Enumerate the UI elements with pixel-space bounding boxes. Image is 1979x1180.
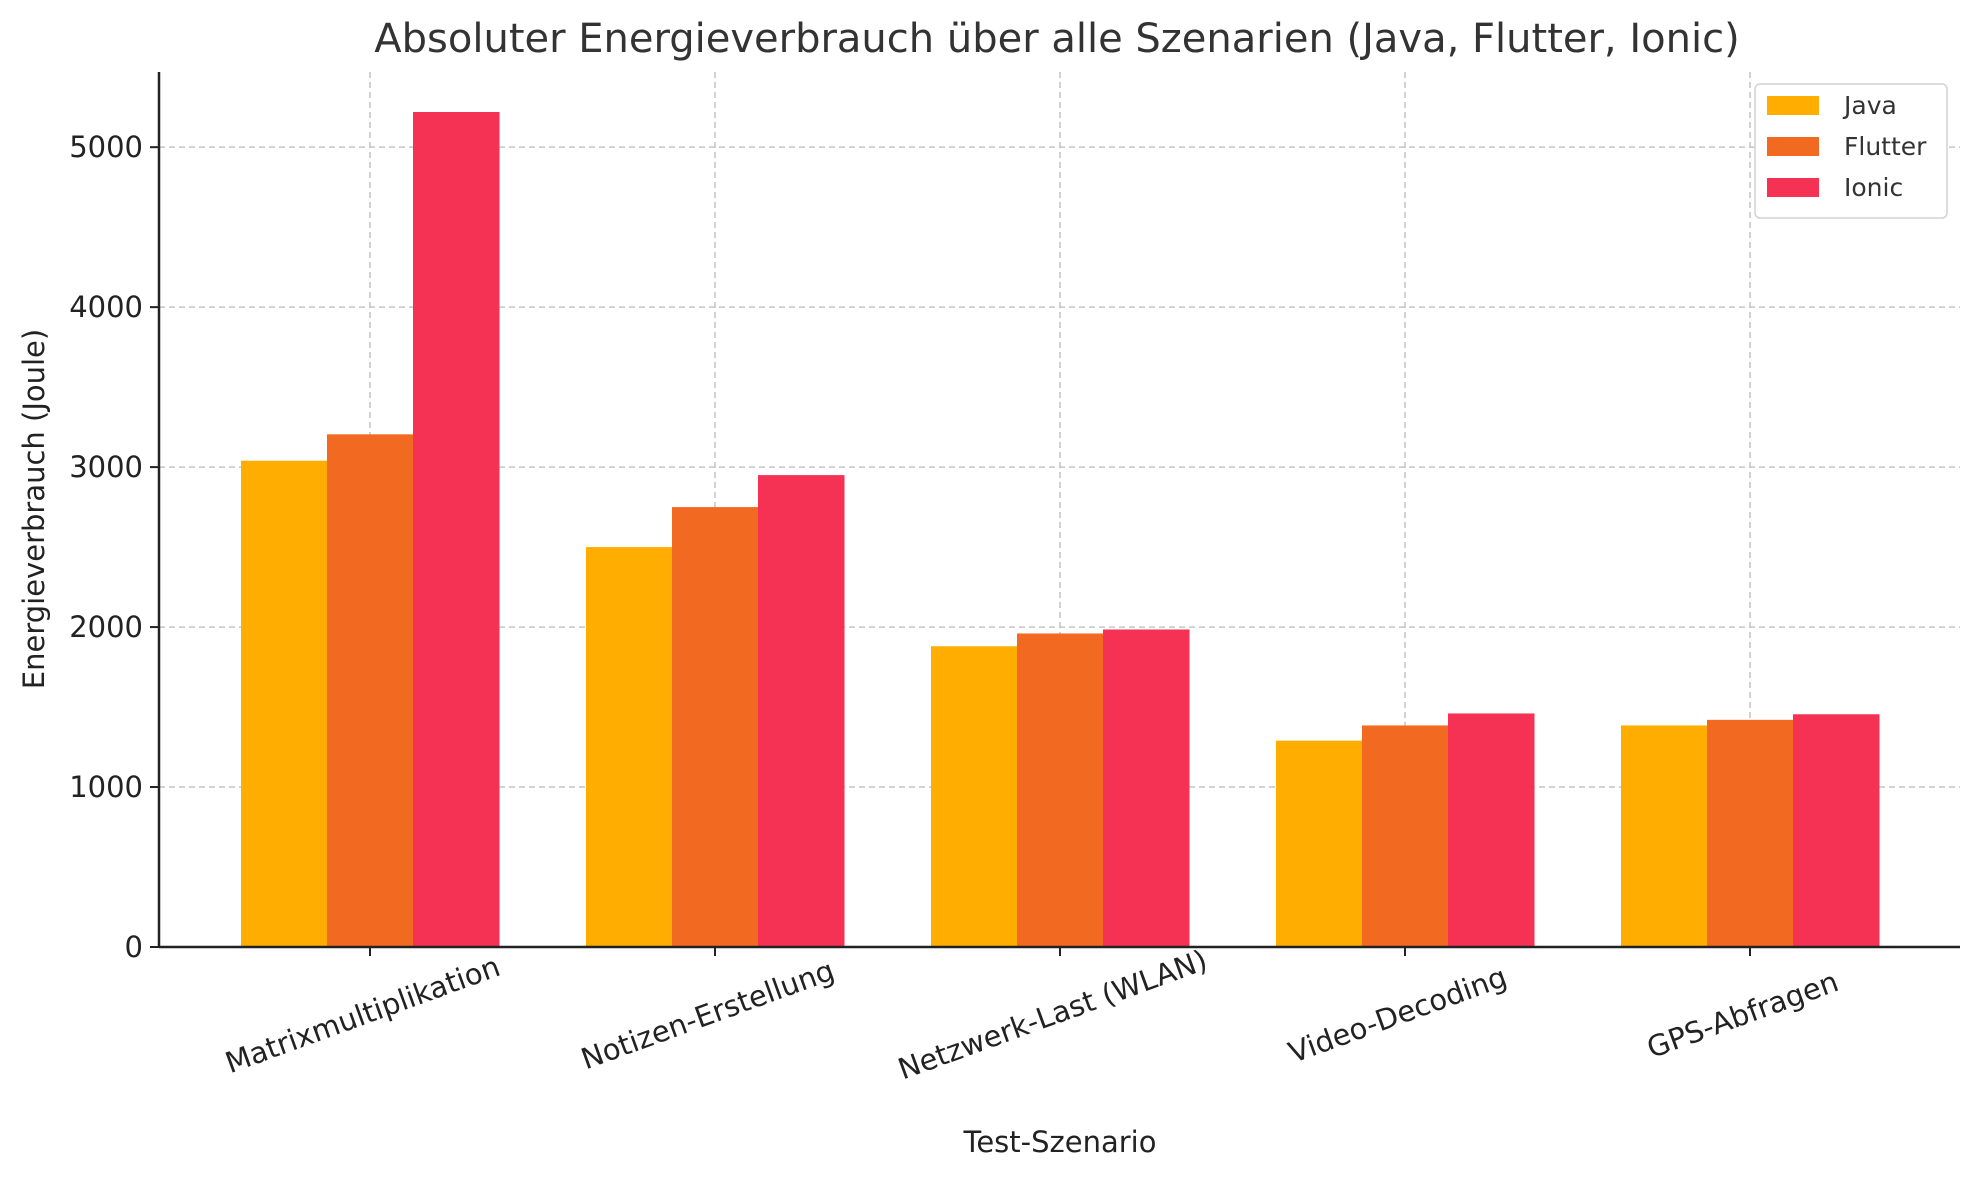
bar-flutter-video-decoding <box>1362 725 1449 947</box>
bars <box>241 111 1880 948</box>
x-tick-label: GPS-Abfragen <box>1642 964 1842 1065</box>
y-axis-ticks: 0 1000 2000 3000 4000 5000 <box>69 130 159 964</box>
x-tick-label: Netzwerk-Last (WLAN) <box>894 943 1212 1087</box>
bar-ionic-netzwerk-last-wlan <box>1103 629 1190 947</box>
legend-label-flutter: Flutter <box>1844 132 1927 161</box>
bar-ionic-gps-abfragen <box>1793 714 1880 947</box>
y-tick-label: 3000 <box>69 450 143 484</box>
bar-flutter-netzwerk-last-wlan <box>1017 633 1104 947</box>
legend-swatch-flutter <box>1767 137 1819 156</box>
legend-swatch-ionic <box>1767 178 1819 197</box>
y-tick-label: 5000 <box>69 130 143 164</box>
legend: Java Flutter Ionic <box>1754 83 1948 219</box>
x-tick-label: Notizen-Erstellung <box>576 953 838 1076</box>
bar-java-video-decoding <box>1276 740 1363 947</box>
x-tick-label: Matrixmultiplikation <box>221 949 505 1080</box>
bar-flutter-gps-abfragen <box>1707 719 1794 947</box>
bar-java-matrixmultiplikation <box>241 460 328 947</box>
bar-flutter-notizen-erstellung <box>672 507 759 947</box>
bar-java-gps-abfragen <box>1621 725 1708 947</box>
y-tick-label: 2000 <box>69 610 143 644</box>
x-axis-ticks: Matrixmultiplikation Notizen-Erstellung Ne… <box>221 943 1843 1087</box>
x-tick-label: Video-Decoding <box>1284 959 1511 1069</box>
legend-label-ionic: Ionic <box>1844 173 1903 202</box>
bar-ionic-matrixmultiplikation <box>413 111 500 948</box>
legend-swatch-java <box>1767 96 1819 115</box>
bar-flutter-matrixmultiplikation <box>327 434 414 947</box>
y-tick-label: 0 <box>125 930 143 964</box>
x-axis-label: Test-Szenario <box>963 1125 1157 1159</box>
bar-java-notizen-erstellung <box>586 547 673 947</box>
bar-java-netzwerk-last-wlan <box>931 646 1018 947</box>
chart-title: Absoluter Energieverbrauch über alle Sze… <box>374 16 1739 62</box>
y-tick-label: 4000 <box>69 290 143 324</box>
bar-ionic-video-decoding <box>1448 713 1535 947</box>
y-axis-label: Energieverbrauch (Joule) <box>17 329 51 689</box>
y-tick-label: 1000 <box>69 770 143 804</box>
bar-ionic-notizen-erstellung <box>758 475 845 947</box>
legend-label-java: Java <box>1842 91 1897 120</box>
